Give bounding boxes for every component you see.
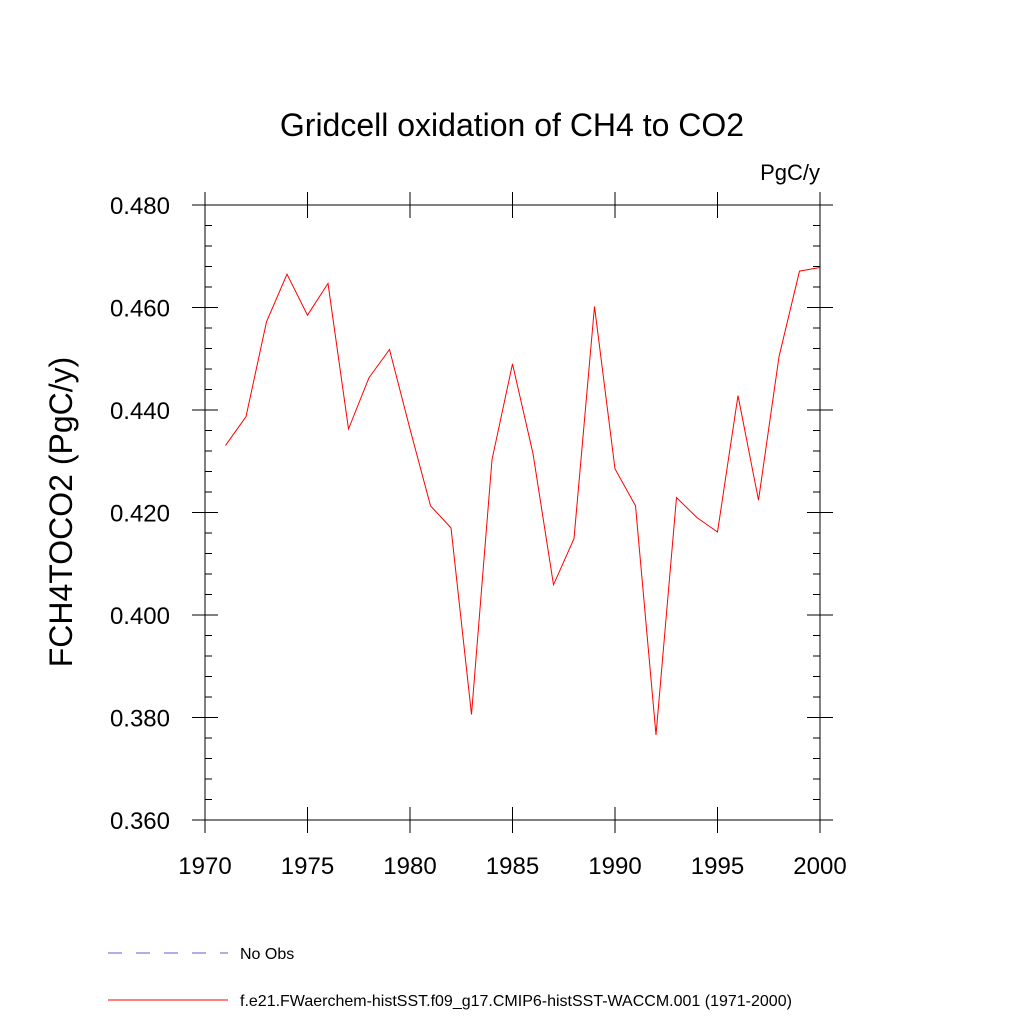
- x-tick-label: 1980: [383, 853, 436, 880]
- y-axis-title: FCH4TOCO2 (PgC/y): [43, 357, 79, 668]
- y-tick-label: 0.460: [110, 296, 170, 323]
- legend-label-0: No Obs: [240, 946, 294, 963]
- series-line-0: [225, 267, 821, 735]
- y-tick-label: 0.480: [110, 193, 170, 220]
- y-tick-label: 0.400: [110, 603, 170, 630]
- chart-title: Gridcell oxidation of CH4 to CO2: [280, 107, 744, 143]
- y-tick-label: 0.420: [110, 501, 170, 528]
- series-layer: [225, 267, 821, 735]
- y-axis-ticks: 0.360 0.380 0.400 0.420 0.440 0.460 0.480: [110, 193, 833, 835]
- x-tick-label: 1985: [486, 853, 539, 880]
- units-label: PgC/y: [760, 160, 820, 185]
- x-axis-ticks: 1970 1975 1980 1985 1990 1995 2000: [178, 192, 847, 880]
- legend: No Obs f.e21.FWaerchem-histSST.f09_g17.CM…: [108, 946, 792, 1010]
- y-tick-label: 0.440: [110, 398, 170, 425]
- y-tick-label: 0.360: [110, 808, 170, 835]
- x-tick-label: 1995: [691, 853, 744, 880]
- x-tick-label: 1970: [178, 853, 231, 880]
- legend-label-1: f.e21.FWaerchem-histSST.f09_g17.CMIP6-hi…: [240, 993, 792, 1010]
- x-tick-label: 1990: [588, 853, 641, 880]
- x-tick-label: 1975: [281, 853, 334, 880]
- x-tick-label: 2000: [793, 853, 846, 880]
- plot-frame: [204, 204, 821, 821]
- y-tick-label: 0.380: [110, 706, 170, 733]
